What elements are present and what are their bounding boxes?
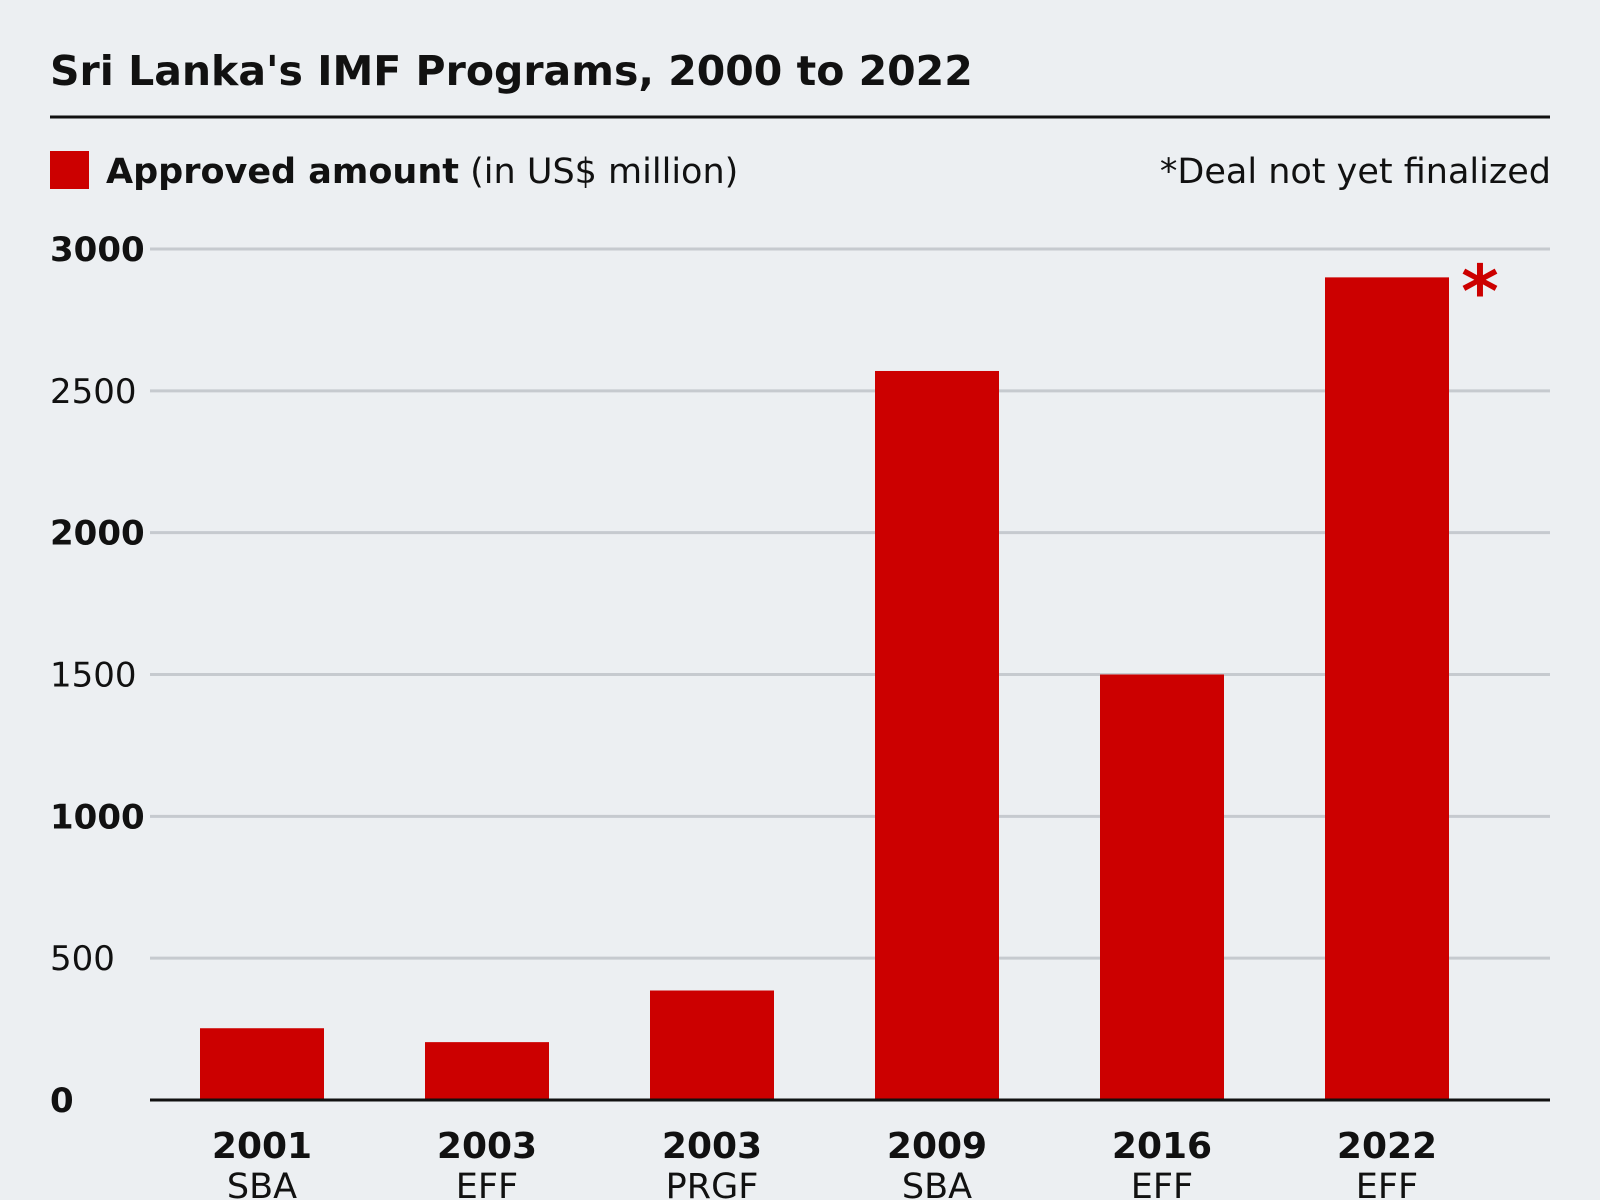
bars — [200, 277, 1449, 1100]
bar — [1100, 674, 1224, 1100]
bar — [425, 1042, 549, 1100]
y-tick-label: 2000 — [50, 514, 145, 554]
legend-label-unit-text: (in US$ million) — [470, 152, 738, 192]
x-tick-year: 2003 — [662, 1126, 762, 1167]
y-tick-label: 2500 — [50, 372, 137, 412]
y-tick-label: 0 — [50, 1081, 74, 1121]
y-tick-label: 1500 — [50, 656, 137, 696]
legend-label: Approved amount (in US$ million) — [106, 152, 738, 192]
x-tick-program: PRGF — [666, 1167, 759, 1200]
not-finalized-marker: * — [1461, 249, 1499, 333]
x-tick-program: EFF — [456, 1167, 518, 1200]
x-axis-labels: 2001SBA2003EFF2003PRGF2009SBA2016EFF2022… — [212, 1126, 1437, 1200]
y-tick-label: 3000 — [50, 230, 145, 270]
x-tick-year: 2009 — [887, 1126, 987, 1167]
bar — [1325, 277, 1449, 1100]
x-tick-year: 2003 — [437, 1126, 537, 1167]
x-tick-program: EFF — [1131, 1167, 1193, 1200]
y-tick-label: 500 — [50, 939, 115, 979]
x-tick-program: SBA — [227, 1167, 297, 1200]
gridlines — [150, 247, 1550, 960]
x-tick-year: 2022 — [1337, 1126, 1437, 1167]
y-tick-label: 1000 — [50, 797, 145, 837]
legend-label-bold: Approved amount — [106, 152, 459, 192]
bar — [650, 990, 774, 1100]
legend: Approved amount (in US$ million) — [50, 151, 738, 192]
chart-title: Sri Lanka's IMF Programs, 2000 to 2022 — [50, 47, 973, 95]
x-tick-year: 2001 — [212, 1126, 312, 1167]
chart-note: *Deal not yet finalized — [1160, 152, 1551, 192]
legend-swatch — [50, 151, 89, 189]
legend-label-unit — [459, 152, 470, 192]
x-tick-year: 2016 — [1112, 1126, 1212, 1167]
bar — [200, 1028, 324, 1100]
x-tick-program: SBA — [902, 1167, 972, 1200]
bar — [875, 370, 999, 1100]
x-tick-program: EFF — [1356, 1167, 1418, 1200]
y-axis-ticks: 0 500 1000 1500 2000 2500 3000 — [50, 230, 145, 1121]
